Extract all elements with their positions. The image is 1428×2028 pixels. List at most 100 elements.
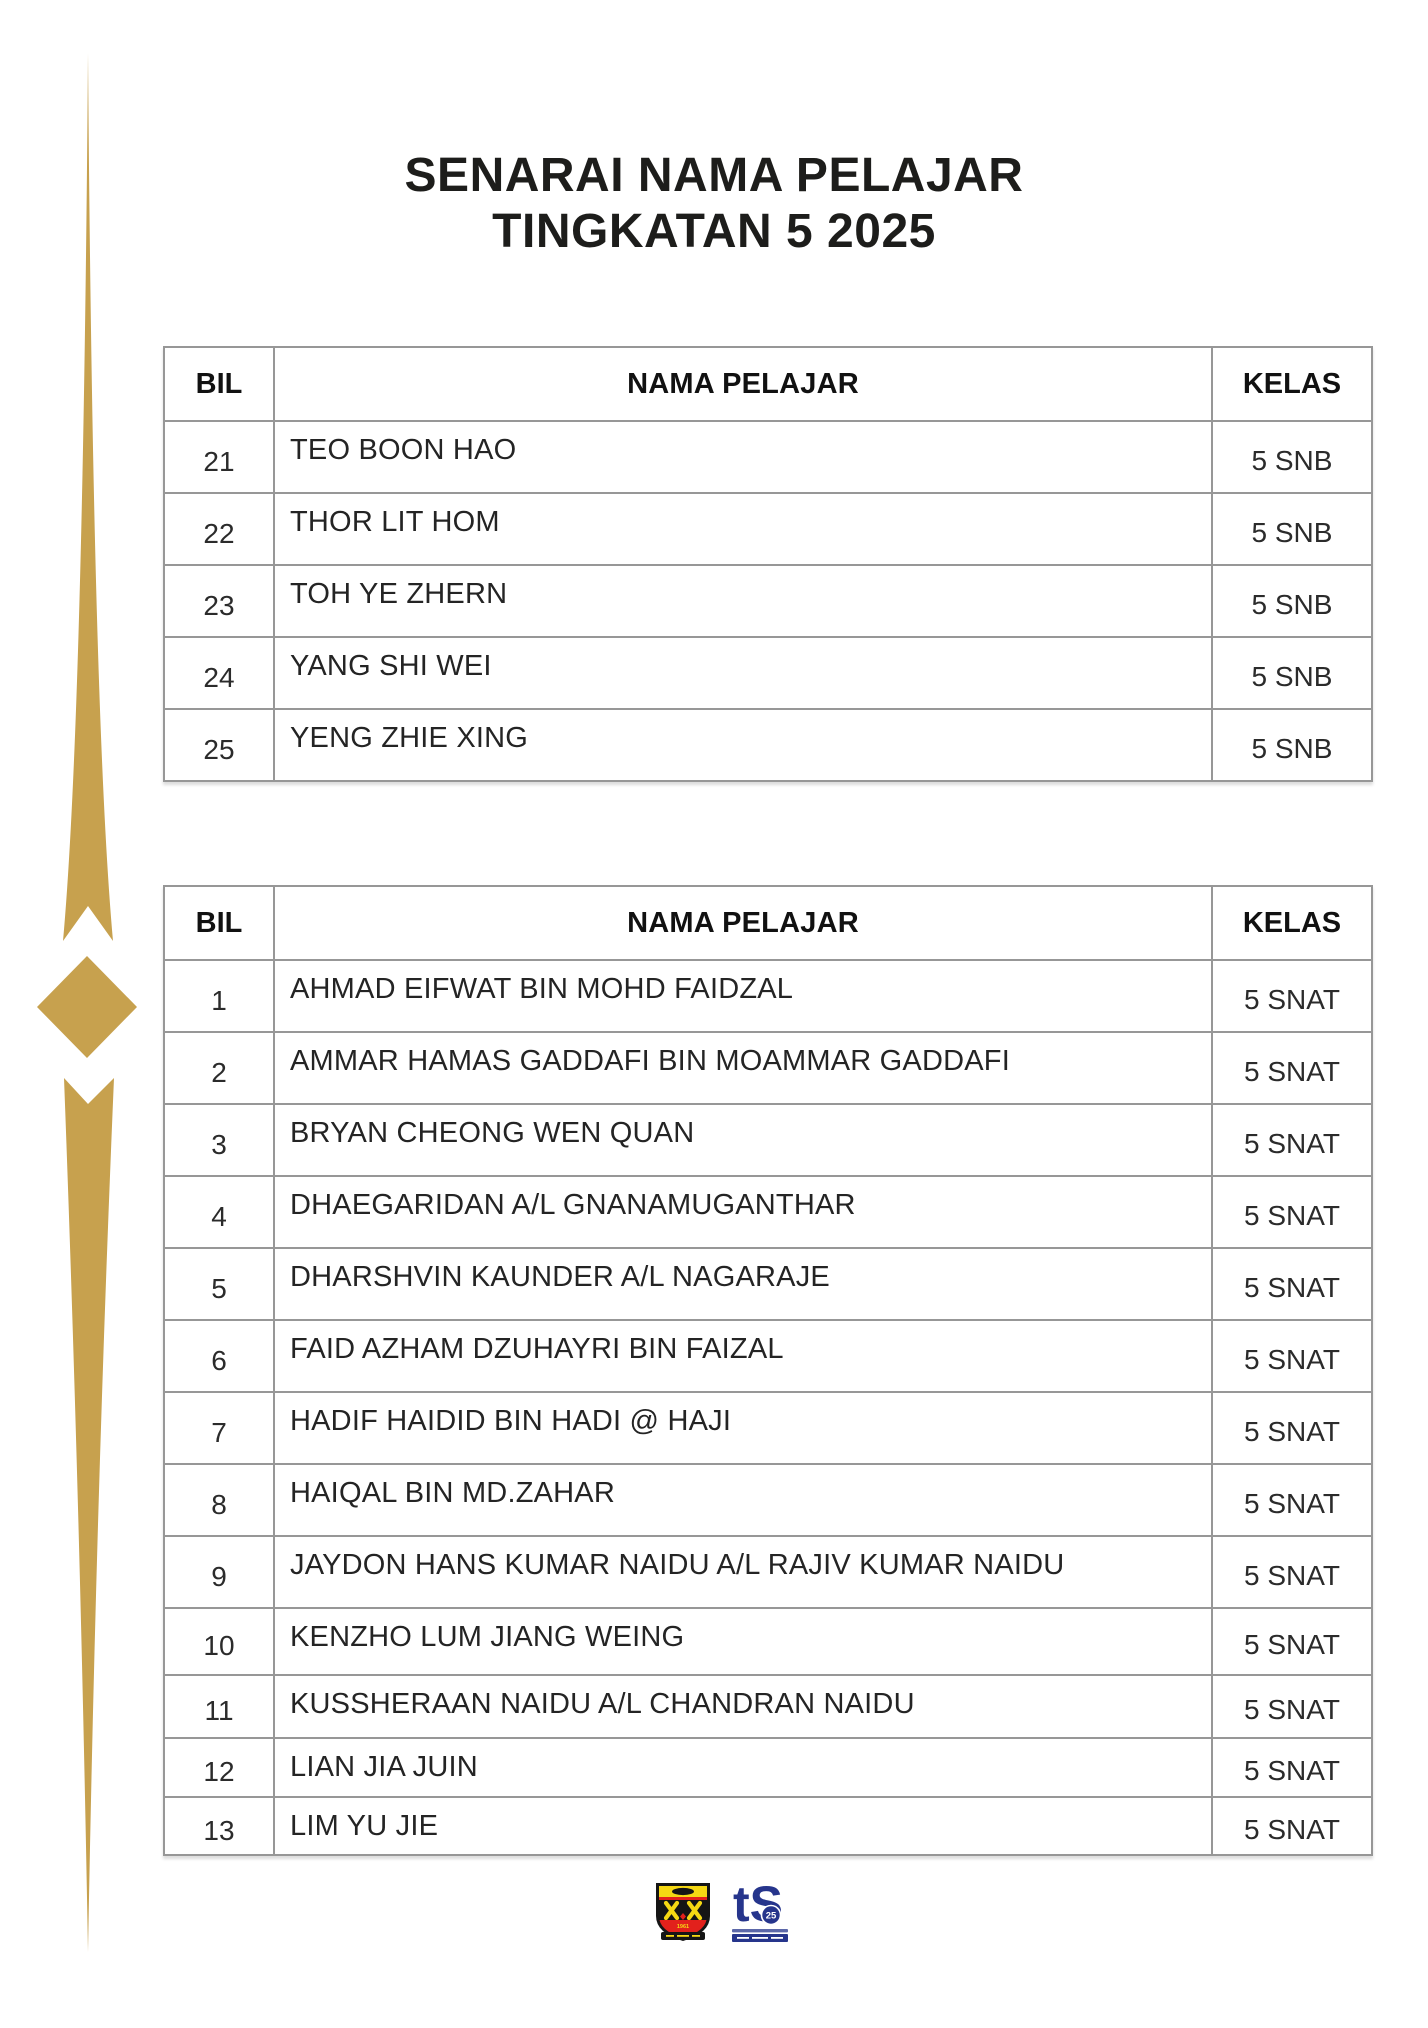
header-bil: BIL [195,906,243,939]
cell-nama: TEO BOON HAO [273,422,1213,492]
cell-nama: FAID AZHAM DZUHAYRI BIN FAIZAL [273,1321,1213,1391]
table-row: 8 HAIQAL BIN MD.ZAHAR 5 SNAT [165,1463,1371,1535]
cell-bil: 4 [211,1200,227,1232]
table-row: 10 KENZHO LUM JIANG WEING 5 SNAT [165,1607,1371,1674]
table-row: 21 TEO BOON HAO 5 SNB [165,420,1371,492]
student-table-snat: BIL NAMA PELAJAR KELAS 1 AHMAD EIFWAT BI… [163,885,1373,1856]
crest-red-stripe [659,1897,707,1900]
crest-year: 1961 [677,1924,689,1930]
gold-spear-ornament [37,53,137,1952]
table-body: 1 AHMAD EIFWAT BIN MOHD FAIDZAL 5 SNAT 2… [165,959,1371,1854]
cell-kelas: 5 SNAT [1244,1559,1340,1591]
table-row: 24 YANG SHI WEI 5 SNB [165,636,1371,708]
jubilee-caption-line [732,1929,788,1933]
cell-bil: 7 [211,1416,227,1448]
cell-nama: HAIQAL BIN MD.ZAHAR [273,1465,1213,1535]
jubilee-logo: tS 25 [732,1877,788,1942]
cell-nama: HADIF HAIDID BIN HADI @ HAJI [273,1393,1213,1463]
cell-nama: AHMAD EIFWAT BIN MOHD FAIDZAL [273,961,1213,1031]
cell-bil: 2 [211,1056,227,1088]
cell-kelas: 5 SNB [1251,516,1333,548]
cell-kelas: 5 SNAT [1244,1343,1340,1375]
header-nama: NAMA PELAJAR [273,348,1213,420]
table-row: 5 DHARSHVIN KAUNDER A/L NAGARAJE 5 SNAT [165,1247,1371,1319]
cell-bil: 13 [203,1814,235,1846]
cell-bil: 10 [203,1630,235,1661]
ornament-lower-spear [64,1078,114,1952]
cell-nama: KENZHO LUM JIANG WEING [273,1609,1213,1674]
cell-kelas: 5 SNAT [1244,1415,1340,1447]
cell-kelas: 5 SNAT [1244,1271,1340,1303]
cell-bil: 21 [203,445,235,477]
cell-bil: 8 [211,1488,227,1520]
cell-kelas: 5 SNAT [1244,1199,1340,1231]
table-row: 23 TOH YE ZHERN 5 SNB [165,564,1371,636]
header-kelas: KELAS [1242,906,1342,939]
cell-nama: YENG ZHIE XING [273,710,1213,780]
cell-kelas: 5 SNB [1251,660,1333,692]
table-row: 6 FAID AZHAM DZUHAYRI BIN FAIZAL 5 SNAT [165,1319,1371,1391]
cell-kelas: 5 SNAT [1244,983,1340,1015]
crest-kris-right [686,1900,703,1921]
jubilee-banner-text-marks [737,1937,783,1939]
cell-kelas: 5 SNAT [1244,1055,1340,1087]
cell-nama: TOH YE ZHERN [273,566,1213,636]
cell-bil: 22 [203,517,235,549]
cell-nama: DHAEGARIDAN A/L GNANAMUGANTHAR [273,1177,1213,1247]
page-title-line1: SENARAI NAMA PELAJAR [404,149,1024,202]
cell-nama: DHARSHVIN KAUNDER A/L NAGARAJE [273,1249,1213,1319]
table-row: 1 AHMAD EIFWAT BIN MOHD FAIDZAL 5 SNAT [165,959,1371,1031]
jubilee-circle [760,1904,782,1926]
school-crest-logo: 1961 [656,1883,710,1941]
header-nama: NAMA PELAJAR [273,887,1213,959]
cell-kelas: 5 SNAT [1244,1813,1340,1845]
cell-kelas: 5 SNAT [1244,1694,1340,1725]
table-row: 11 KUSSHERAAN NAIDU A/L CHANDRAN NAIDU 5… [165,1674,1371,1737]
ornament-diamond [37,956,137,1058]
cell-bil: 23 [203,589,235,621]
cell-nama: LIAN JIA JUIN [273,1739,1213,1796]
table-row: 25 YENG ZHIE XING 5 SNB [165,708,1371,780]
ornament-upper-spear [63,53,113,941]
crest-base [659,1920,707,1932]
crest-ribbon-text-marks [666,1935,700,1937]
cell-nama: THOR LIT HOM [273,494,1213,564]
table-row: 12 LIAN JIA JUIN 5 SNAT [165,1737,1371,1796]
header-bil: BIL [195,367,243,400]
cell-bil: 3 [211,1128,227,1160]
table-body: 21 TEO BOON HAO 5 SNB 22 THOR LIT HOM 5 … [165,420,1371,780]
cell-bil: 1 [211,984,227,1016]
cell-nama: AMMAR HAMAS GADDAFI BIN MOAMMAR GADDAFI [273,1033,1213,1103]
page-title-line2: TINGKATAN 5 2025 [492,205,936,258]
table-row: 7 HADIF HAIDID BIN HADI @ HAJI 5 SNAT [165,1391,1371,1463]
table-row: 4 DHAEGARIDAN A/L GNANAMUGANTHAR 5 SNAT [165,1175,1371,1247]
cell-kelas: 5 SNB [1251,732,1333,764]
cell-bil: 25 [203,733,235,765]
table-row: 9 JAYDON HANS KUMAR NAIDU A/L RAJIV KUMA… [165,1535,1371,1607]
cell-nama: BRYAN CHEONG WEN QUAN [273,1105,1213,1175]
table-header-row: BIL NAMA PELAJAR KELAS [165,887,1371,959]
cell-kelas: 5 SNAT [1244,1629,1340,1660]
header-kelas: KELAS [1242,367,1342,400]
cell-bil: 6 [211,1344,227,1376]
cell-nama: YANG SHI WEI [273,638,1213,708]
cell-kelas: 5 SNAT [1244,1127,1340,1159]
cell-nama: LIM YU JIE [273,1798,1213,1854]
cell-bil: 12 [203,1756,235,1787]
cell-kelas: 5 SNB [1251,444,1333,476]
crest-kris-left [663,1900,680,1921]
cell-bil: 9 [211,1560,227,1592]
student-table-snb: BIL NAMA PELAJAR KELAS 21 TEO BOON HAO 5… [163,346,1373,782]
cell-bil: 5 [211,1272,227,1304]
table-header-row: BIL NAMA PELAJAR KELAS [165,348,1371,420]
cell-kelas: 5 SNAT [1244,1487,1340,1519]
cell-bil: 11 [204,1695,234,1726]
table-row: 3 BRYAN CHEONG WEN QUAN 5 SNAT [165,1103,1371,1175]
cell-nama: KUSSHERAAN NAIDU A/L CHANDRAN NAIDU [273,1676,1213,1737]
table-row: 2 AMMAR HAMAS GADDAFI BIN MOAMMAR GADDAF… [165,1031,1371,1103]
cell-kelas: 5 SNAT [1244,1755,1340,1786]
jubilee-number: 25 [766,1911,777,1922]
cell-bil: 24 [203,661,235,693]
crest-mid-field [659,1900,707,1920]
